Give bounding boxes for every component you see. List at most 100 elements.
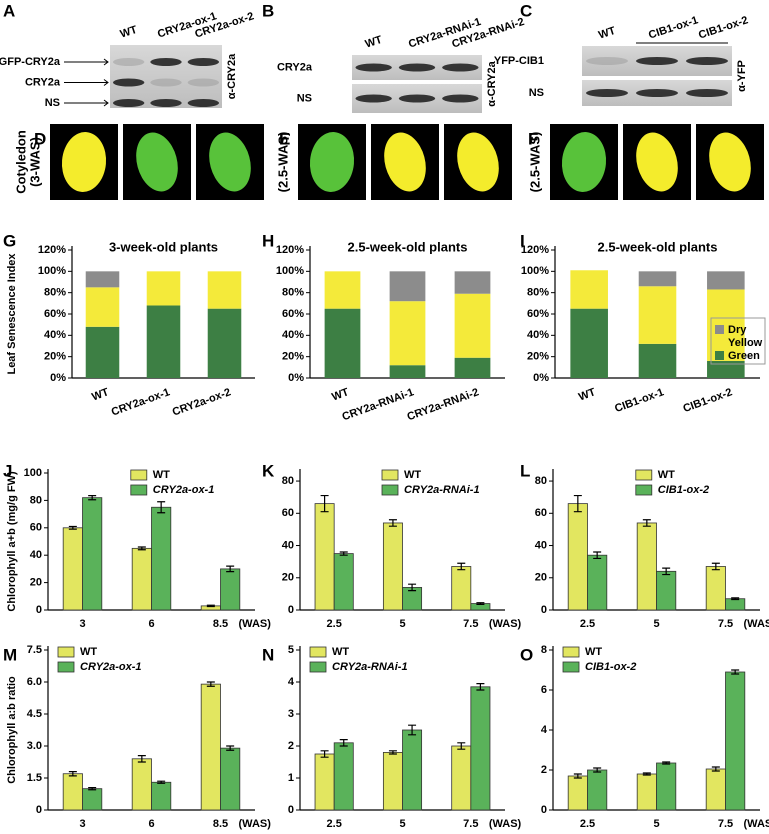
cotyledon <box>61 132 107 192</box>
x-tick-label: 3 <box>79 818 85 830</box>
bar <box>62 527 83 611</box>
bar-segment <box>207 271 242 309</box>
cotyledon-label: (3-WAS) <box>27 137 42 187</box>
bar-segment <box>454 293 491 358</box>
y-tick-label: 60% <box>44 308 66 320</box>
band-label: NS <box>529 87 544 99</box>
band <box>686 57 728 65</box>
error-bar <box>476 683 485 691</box>
legend-swatch <box>635 484 653 496</box>
x-tick-label: 2.5 <box>327 618 342 630</box>
bar <box>200 683 221 811</box>
y-tick-label: 60 <box>535 507 547 519</box>
panel-label: G <box>3 231 16 250</box>
x-tick-label: 2.5 <box>580 818 595 830</box>
y-tick-label: 60% <box>527 308 549 320</box>
error-bar <box>320 750 329 758</box>
x-tick-label: 7.5 <box>718 618 733 630</box>
y-tick-label: 80 <box>535 475 547 487</box>
y-tick-label: 0 <box>541 604 547 616</box>
legend-swatch <box>381 469 399 481</box>
bar <box>587 769 608 811</box>
y-tick-label: 8 <box>541 644 547 656</box>
band <box>636 57 678 65</box>
error-bar <box>137 755 146 763</box>
y-tick-label: 0 <box>288 804 294 816</box>
error-bar <box>226 565 235 573</box>
error-bar <box>593 551 602 560</box>
y-tick-label: 80% <box>44 287 66 299</box>
y-tick-label: 2 <box>288 740 294 752</box>
bar <box>587 554 608 611</box>
band-label: GFP-CRY2a <box>0 56 61 68</box>
bar <box>220 568 241 611</box>
bar <box>725 671 746 811</box>
error-bar <box>408 583 417 592</box>
error-bar <box>711 766 720 772</box>
panel-label: E <box>279 129 290 148</box>
band <box>112 78 145 87</box>
blot-strip <box>110 45 222 108</box>
cotyledon <box>384 132 426 192</box>
cotyledon <box>309 132 355 192</box>
bar-segment <box>454 357 491 378</box>
band <box>586 57 628 65</box>
error-bar <box>731 669 740 675</box>
bar <box>402 729 423 811</box>
y-tick-label: 0 <box>288 604 294 616</box>
bar <box>705 566 726 611</box>
band-arrow <box>64 99 109 107</box>
bar-segment <box>389 365 426 378</box>
band <box>187 78 220 87</box>
error-bar <box>662 761 671 765</box>
bar <box>151 781 172 811</box>
y-tick-label: 40 <box>30 549 42 561</box>
band <box>112 99 145 107</box>
bar <box>567 503 588 611</box>
y-tick-label: 2 <box>541 764 547 776</box>
y-tick-label: 40% <box>282 329 304 341</box>
bar <box>636 773 657 811</box>
legend-label: Dry <box>728 324 747 336</box>
band <box>112 58 145 66</box>
x-tick-label: WT <box>330 386 350 403</box>
chart-title: 3-week-old plants <box>109 239 218 254</box>
x-tick-label: 5 <box>399 618 405 630</box>
error-bar <box>68 771 77 777</box>
legend-label: WT <box>404 469 421 481</box>
error-bar <box>573 494 582 513</box>
legend-label: Yellow <box>728 337 763 349</box>
y-tick-label: 120% <box>38 244 66 256</box>
bar-segment <box>707 271 745 290</box>
y-tick-label: 0% <box>50 372 66 384</box>
cotyledon <box>709 132 751 192</box>
band <box>355 63 392 72</box>
bar-segment <box>146 305 181 378</box>
y-tick-label: 40% <box>44 329 66 341</box>
bar <box>333 742 354 811</box>
error-bar <box>320 494 329 513</box>
error-bar <box>206 604 215 608</box>
legend-swatch <box>562 646 580 658</box>
bar <box>725 598 746 611</box>
error-bar <box>593 767 602 773</box>
x-tick-label: 5 <box>399 818 405 830</box>
y-tick-label: 3.0 <box>27 740 42 752</box>
bar-segment <box>638 286 677 344</box>
x-tick-label: CRY2a-RNAi-1 <box>341 386 416 423</box>
x-tick-label: 8.5 <box>213 618 228 630</box>
y-tick-label: 0% <box>288 372 304 384</box>
band <box>398 63 436 72</box>
legend-swatch <box>130 484 148 496</box>
panel-label: K <box>262 461 275 480</box>
chart-title: 2.5-week-old plants <box>348 239 468 254</box>
bar <box>220 747 241 811</box>
y-tick-label: 100 <box>24 467 42 479</box>
y-tick-label: 60 <box>30 522 42 534</box>
x-tick-label: CRY2a-ox-2 <box>171 386 233 418</box>
x-unit-label: (WAS) <box>489 818 522 830</box>
y-tick-label: 0 <box>36 604 42 616</box>
x-tick-label: WT <box>577 386 597 403</box>
legend-swatch <box>130 469 148 481</box>
